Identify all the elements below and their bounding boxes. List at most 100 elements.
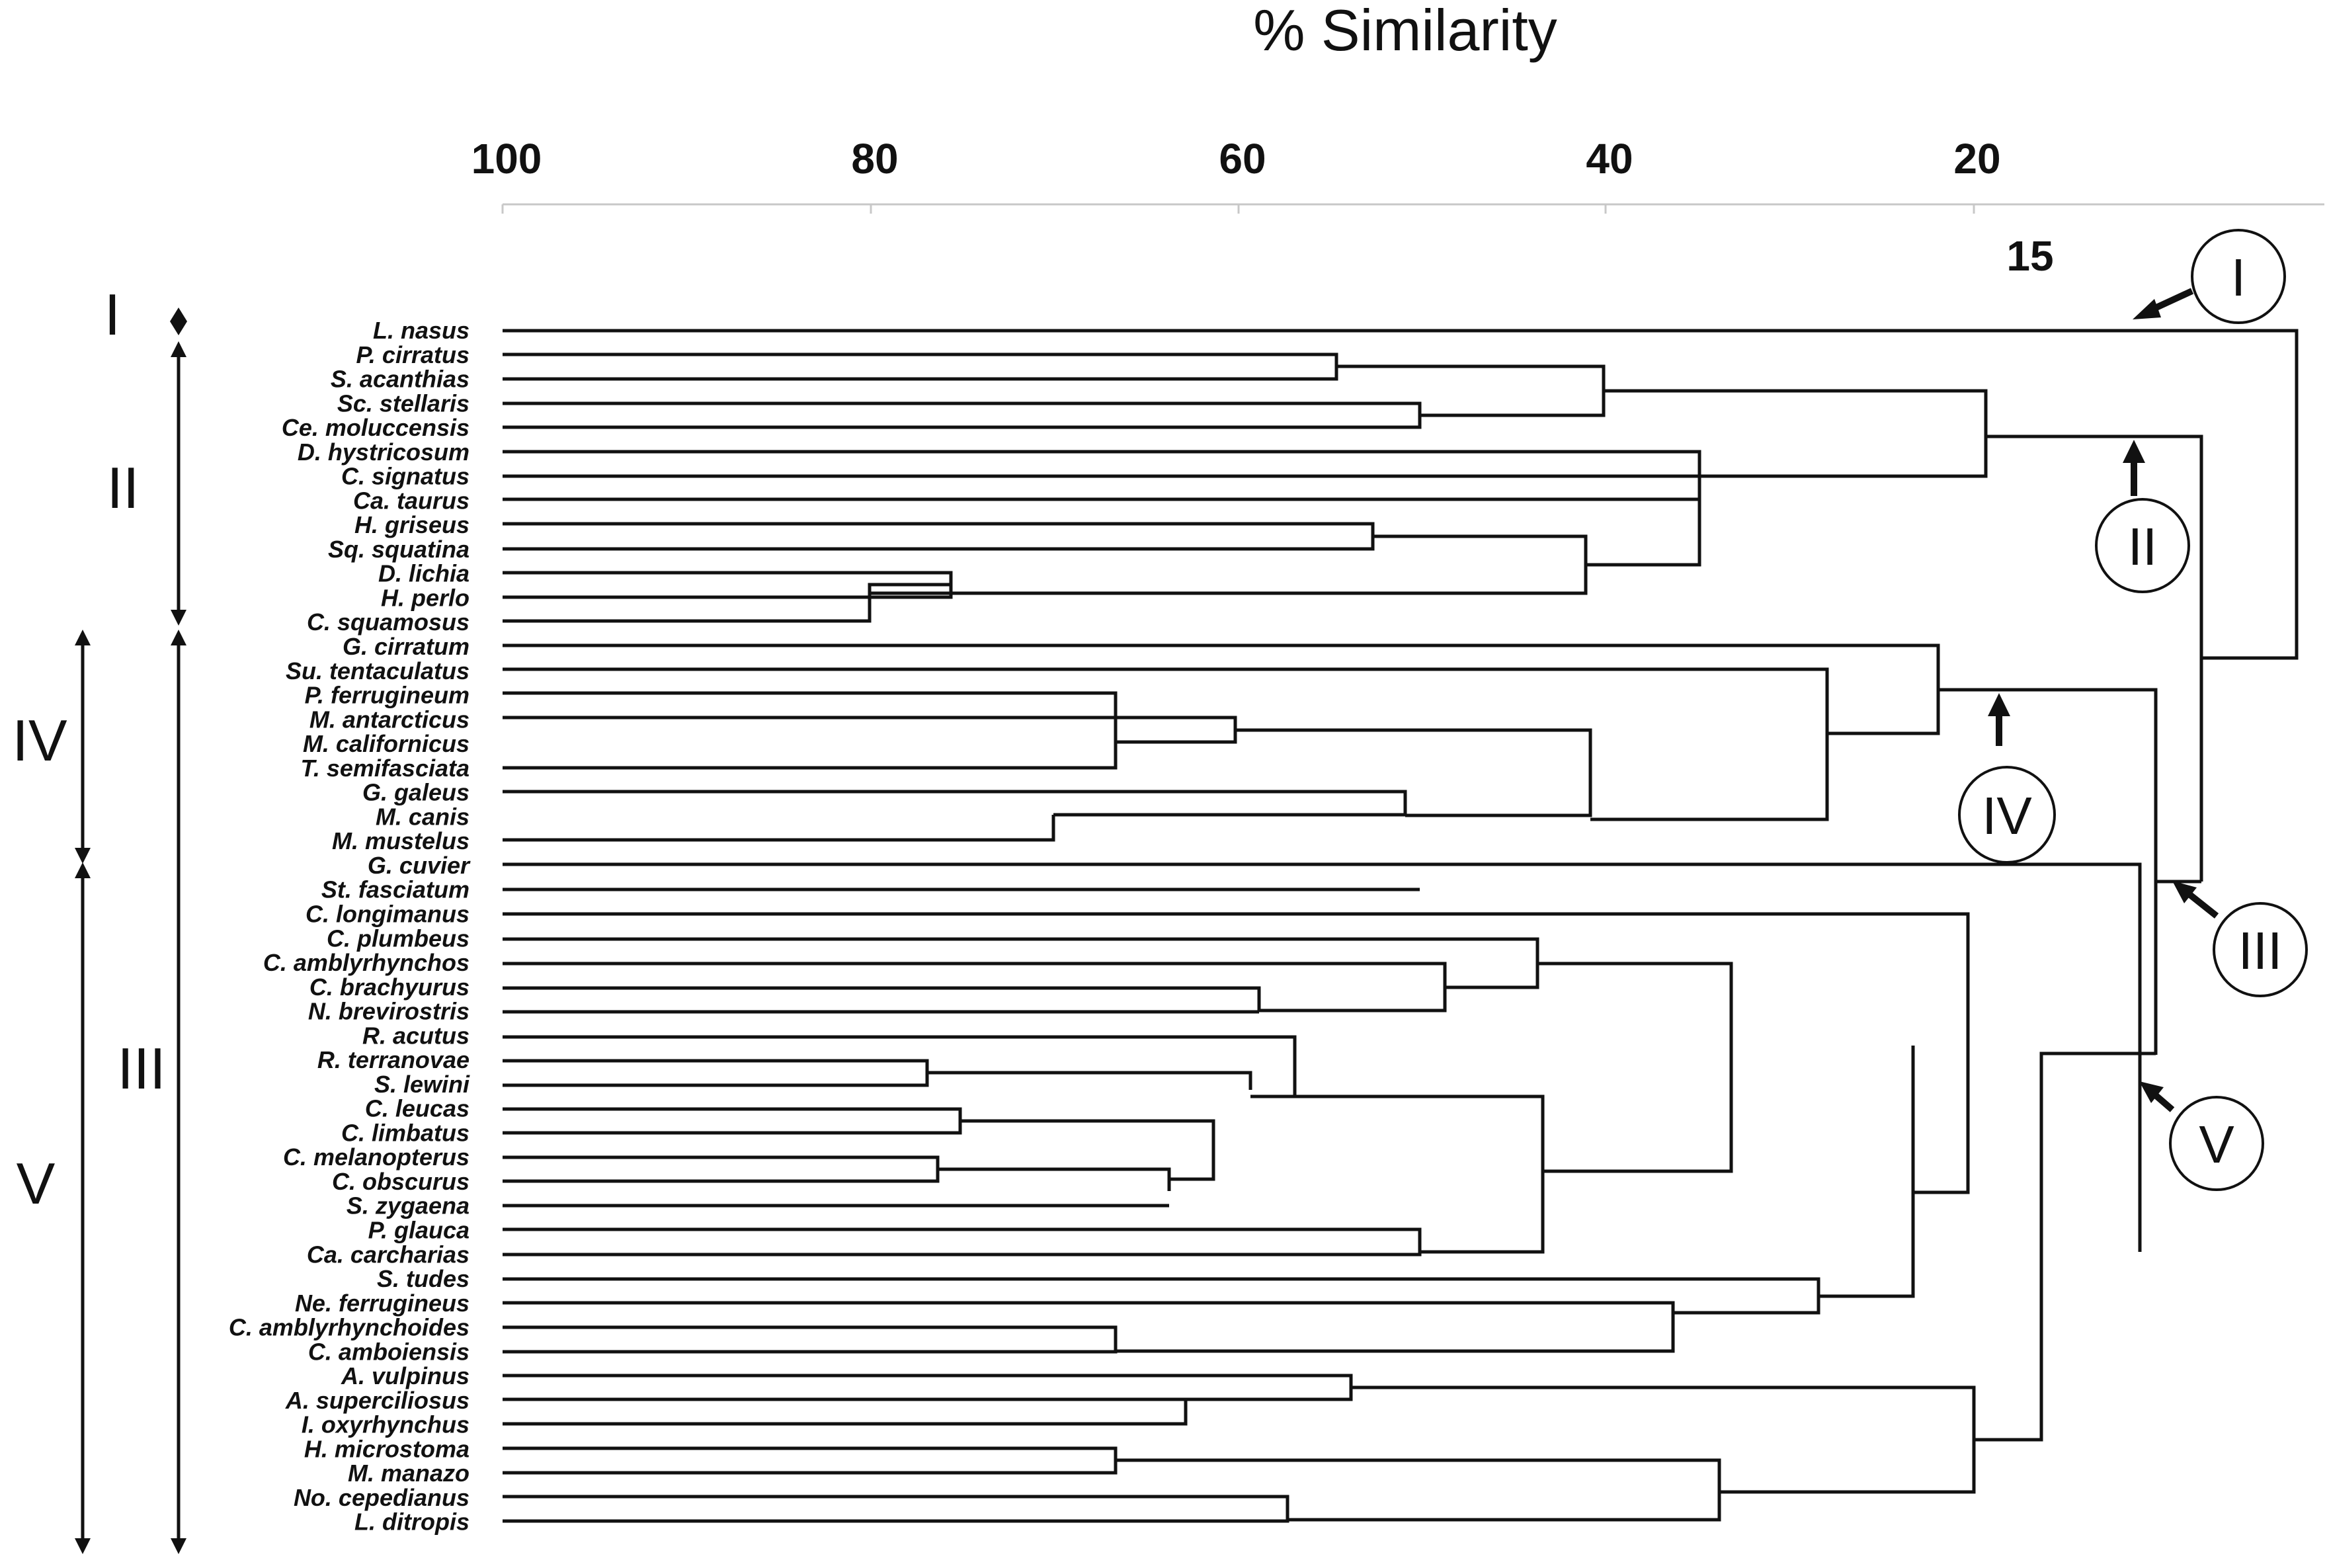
branch-su-tentaculatus bbox=[503, 667, 1829, 821]
group-label-i: I bbox=[104, 282, 120, 347]
callout-i: I bbox=[2133, 229, 2286, 324]
group-iv-arrowhead-bottom bbox=[75, 848, 91, 864]
taxon-label: M. antarcticus bbox=[309, 706, 470, 733]
taxon-label: H. perlo bbox=[381, 585, 470, 612]
group-range-markers: I II III IV V bbox=[12, 282, 187, 1554]
taxon-label: M. californicus bbox=[303, 730, 470, 757]
taxon-label: S. tudes bbox=[377, 1265, 470, 1292]
taxon-label: C. obscurus bbox=[332, 1168, 470, 1195]
callout-circle bbox=[2095, 498, 2190, 593]
branch-g-cuvier bbox=[503, 862, 2142, 1252]
callout-circle bbox=[2213, 902, 2308, 997]
cluster-callouts: I II IV III V bbox=[1958, 229, 2308, 1191]
taxon-label: M. canis bbox=[376, 803, 470, 830]
branch-v-a-join bbox=[1537, 962, 1733, 1173]
branch-cm-co bbox=[938, 1167, 1171, 1191]
taxon-label: M. mustelus bbox=[332, 827, 470, 854]
callout-label: I bbox=[2231, 248, 2246, 307]
arrow-icon bbox=[2139, 1081, 2164, 1103]
similarity-axis: 100 80 60 40 20 15 bbox=[471, 135, 2324, 280]
group-label-ii: II bbox=[107, 455, 140, 520]
dendrogram-tree bbox=[503, 329, 2299, 1523]
branch-h-griseus-sq-squatina bbox=[503, 522, 1375, 551]
callout-label: V bbox=[2199, 1115, 2234, 1174]
taxon-label: T. semifasciata bbox=[301, 755, 470, 782]
taxon-label: S. acanthias bbox=[331, 366, 470, 393]
taxon-label: Sc. stellaris bbox=[337, 390, 470, 417]
taxon-label: C. squamosus bbox=[307, 608, 470, 636]
taxon-label: P. ferrugineum bbox=[305, 682, 470, 709]
branch-r-acutus bbox=[503, 1035, 1297, 1098]
callout-arrow bbox=[2185, 890, 2219, 919]
callout-iii: III bbox=[2172, 881, 2308, 997]
taxon-label: C. melanopterus bbox=[283, 1143, 470, 1171]
group-ii-arrowhead-bottom bbox=[171, 610, 186, 626]
taxon-label: Ce. moluccensis bbox=[282, 414, 470, 441]
taxon-label: A. superciliosus bbox=[285, 1387, 470, 1414]
taxon-label: Ca. taurus bbox=[353, 487, 470, 514]
branch-iv-root bbox=[1938, 688, 2158, 1055]
arrow-icon bbox=[2172, 881, 2197, 903]
branch-a-vulpinus bbox=[503, 1374, 1353, 1401]
branch-m-antarcticus-m-californicus bbox=[503, 716, 1237, 744]
taxon-label: Sq. squatina bbox=[328, 536, 470, 563]
group-iii-arrowhead-top bbox=[171, 630, 186, 645]
group-label-v: V bbox=[17, 1151, 56, 1216]
taxon-label: A. vulpinus bbox=[341, 1362, 470, 1389]
group-iv-arrowhead-top bbox=[75, 630, 91, 645]
branch-s-tudes bbox=[503, 1277, 1820, 1315]
taxon-label: C. plumbeus bbox=[327, 925, 470, 952]
callout-circle bbox=[2169, 1096, 2264, 1191]
taxon-label: R. acutus bbox=[362, 1022, 470, 1049]
axis-tick-label: 60 bbox=[1219, 135, 1266, 183]
taxon-label: L. nasus bbox=[373, 317, 470, 344]
branch-p-glauca-ca-carcharias bbox=[503, 1227, 1422, 1257]
taxon-label: P. glauca bbox=[368, 1217, 470, 1244]
arrow-icon bbox=[2133, 299, 2161, 319]
branch-c-melanopterus-c-obscurus bbox=[503, 1155, 940, 1183]
taxon-label: C. brachyurus bbox=[309, 973, 470, 1001]
taxon-label: D. hystricosum bbox=[298, 438, 470, 466]
branch-c-leucas-c-limbatus bbox=[503, 1107, 962, 1135]
axis-tick-label: 80 bbox=[851, 135, 898, 183]
branch-dl-hp-c-squamosus bbox=[503, 583, 951, 623]
branch-p-cirratus-s-acanthias bbox=[503, 352, 1338, 381]
branch-cl-cl bbox=[960, 1119, 1215, 1181]
branch-d-hystricosum-c-signatus bbox=[503, 450, 1701, 478]
group-i-marker bbox=[170, 308, 187, 335]
branch-a-superciliosus-i-oxyrhynchus bbox=[503, 1397, 1188, 1426]
taxon-label: St. fasciatum bbox=[321, 876, 470, 903]
axis-marker-15: 15 bbox=[2006, 232, 2053, 280]
axis-tick-label: 40 bbox=[1586, 135, 1633, 183]
taxon-label: M. manazo bbox=[348, 1460, 470, 1487]
taxon-label: Ca. carcharias bbox=[307, 1241, 470, 1268]
taxon-label: G. cirratum bbox=[343, 633, 470, 660]
branch-v-root bbox=[1974, 1052, 2140, 1442]
branch-v-b-join bbox=[1250, 1094, 1545, 1254]
callout-label: III bbox=[2238, 921, 2283, 980]
group-label-iii: III bbox=[117, 1036, 165, 1101]
callout-v: V bbox=[2139, 1081, 2264, 1191]
branch-c-amblyrhynchos bbox=[503, 962, 1447, 1012]
branch-v-c-join bbox=[1818, 1046, 1915, 1298]
branch-r-terranovae-s-lewini bbox=[503, 1059, 929, 1087]
branch-iv-mid bbox=[1235, 728, 1592, 817]
group-v-arrowhead-top bbox=[75, 862, 91, 878]
branch-hg-sq-group bbox=[870, 534, 1588, 595]
branch-m-mustelus bbox=[503, 815, 1055, 842]
taxon-label: R. terranovae bbox=[317, 1046, 470, 1073]
axis-tick-label: 20 bbox=[1953, 135, 2000, 183]
taxon-label: C. signatus bbox=[341, 463, 470, 490]
taxon-label: C. amblyrhynchoides bbox=[229, 1314, 470, 1341]
branch-g-galeus-m-canis bbox=[503, 790, 1407, 817]
taxon-label: I. oxyrhynchus bbox=[302, 1411, 470, 1438]
branch-c-amblyrhynchoides-c-amboiensis bbox=[503, 1325, 1118, 1354]
callout-label: II bbox=[2128, 517, 2157, 576]
branch-rt-sl bbox=[927, 1071, 1252, 1090]
taxon-label: C. amboiensis bbox=[308, 1338, 470, 1365]
taxon-label: D. lichia bbox=[378, 560, 470, 587]
taxon-label: H. griseus bbox=[354, 511, 470, 538]
taxon-label: N. brevirostris bbox=[308, 998, 470, 1025]
